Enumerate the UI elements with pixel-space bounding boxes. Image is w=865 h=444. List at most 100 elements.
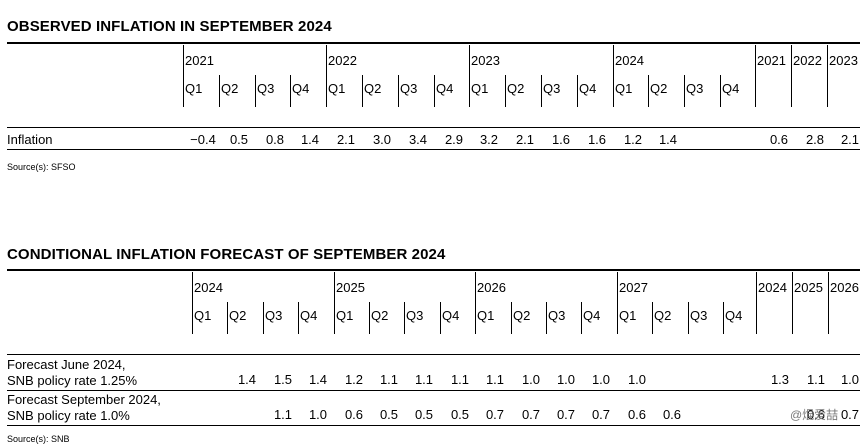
quarter-value: 3.4	[408, 132, 428, 147]
table2-row-divider	[7, 390, 860, 391]
year-divider	[617, 272, 618, 334]
quarter-divider	[648, 75, 649, 107]
quarter-divider	[398, 75, 399, 107]
quarter-value: 1.6	[551, 132, 571, 147]
quarter-value: 0.7	[485, 407, 505, 422]
table1-header-rule	[7, 127, 860, 128]
quarter-divider	[652, 302, 653, 334]
quarter-value: 1.0	[591, 372, 611, 387]
quarter-value: 1.5	[273, 372, 293, 387]
annual-value: 2.1	[840, 132, 860, 147]
row-label-line2: SNB policy rate 1.0%	[7, 408, 130, 423]
table1-bottom-rule	[7, 149, 860, 150]
quarter-divider	[546, 302, 547, 334]
year-divider	[183, 45, 184, 107]
quarter-divider	[298, 302, 299, 334]
quarter-value: 1.4	[308, 372, 328, 387]
annual-value: 1.3	[770, 372, 790, 387]
quarter-value: 1.4	[300, 132, 320, 147]
row-label-line2: SNB policy rate 1.25%	[7, 373, 138, 388]
year-divider	[192, 272, 193, 334]
annual-divider	[756, 272, 757, 334]
quarter-value: 1.1	[379, 372, 399, 387]
quarter-label: Q1	[477, 308, 495, 323]
quarter-label: Q4	[722, 81, 740, 96]
quarter-divider	[720, 75, 721, 107]
quarter-divider	[404, 302, 405, 334]
quarter-label: Q1	[471, 81, 489, 96]
quarter-value: 0.6	[662, 407, 682, 422]
quarter-label: Q2	[364, 81, 382, 96]
row-label-inflation: Inflation	[7, 132, 53, 147]
quarter-label: Q4	[579, 81, 597, 96]
quarter-value: 0.5	[379, 407, 399, 422]
annual-year-label: 2022	[793, 53, 822, 68]
table1-top-rule	[7, 42, 860, 44]
annual-value: 2.8	[805, 132, 825, 147]
quarter-value: 1.0	[521, 372, 541, 387]
quarter-divider	[227, 302, 228, 334]
table1-title: OBSERVED INFLATION IN SEPTEMBER 2024	[7, 18, 332, 35]
table1-source: Source(s): SFSO	[7, 162, 76, 172]
quarter-value: 1.1	[273, 407, 293, 422]
quarter-value: 0.7	[521, 407, 541, 422]
quarter-divider	[362, 75, 363, 107]
annual-year-label: 2021	[757, 53, 786, 68]
year-label: 2021	[185, 53, 214, 68]
row-label-line1: Forecast June 2024,	[7, 357, 126, 372]
quarter-value: 0.6	[344, 407, 364, 422]
quarter-value: 1.1	[414, 372, 434, 387]
year-label: 2027	[619, 280, 648, 295]
quarter-divider	[541, 75, 542, 107]
quarter-value: 2.1	[336, 132, 356, 147]
year-label: 2024	[615, 53, 644, 68]
quarter-divider	[577, 75, 578, 107]
annual-value: 0.7	[840, 407, 860, 422]
quarter-label: Q3	[400, 81, 418, 96]
quarter-value: 1.2	[623, 132, 643, 147]
quarter-label: Q3	[257, 81, 275, 96]
quarter-value: 3.0	[372, 132, 392, 147]
quarter-value: 0.5	[414, 407, 434, 422]
quarter-value: 0.7	[591, 407, 611, 422]
quarter-value: 1.1	[485, 372, 505, 387]
annual-value: 1.0	[840, 372, 860, 387]
annual-year-label: 2024	[758, 280, 787, 295]
quarter-label: Q1	[328, 81, 346, 96]
quarter-value: 0.5	[450, 407, 470, 422]
quarter-value: 0.7	[556, 407, 576, 422]
quarter-label: Q3	[265, 308, 283, 323]
quarter-divider	[369, 302, 370, 334]
quarter-label: Q2	[229, 308, 247, 323]
quarter-label: Q2	[371, 308, 389, 323]
year-divider	[475, 272, 476, 334]
table2-bottom-rule	[7, 425, 860, 426]
annual-year-label: 2026	[830, 280, 859, 295]
year-divider	[326, 45, 327, 107]
quarter-value: 0.5	[229, 132, 249, 147]
quarter-label: Q3	[406, 308, 424, 323]
quarter-divider	[688, 302, 689, 334]
quarter-value: 2.1	[515, 132, 535, 147]
annual-divider	[791, 45, 792, 107]
table2-header-rule	[7, 354, 860, 355]
quarter-label: Q2	[221, 81, 239, 96]
quarter-value: 0.8	[265, 132, 285, 147]
year-label: 2024	[194, 280, 223, 295]
quarter-value: 1.0	[308, 407, 328, 422]
year-label: 2023	[471, 53, 500, 68]
row-label-forecast-september: Forecast September 2024, SNB policy rate…	[7, 392, 161, 424]
quarter-label: Q3	[690, 308, 708, 323]
quarter-label: Q4	[583, 308, 601, 323]
quarter-value: 1.6	[587, 132, 607, 147]
quarter-label: Q4	[436, 81, 454, 96]
quarter-label: Q4	[300, 308, 318, 323]
quarter-divider	[440, 302, 441, 334]
year-label: 2022	[328, 53, 357, 68]
table2-top-rule	[7, 269, 860, 271]
quarter-divider	[434, 75, 435, 107]
annual-divider	[755, 45, 756, 107]
quarter-divider	[581, 302, 582, 334]
quarter-value: 2.9	[444, 132, 464, 147]
quarter-label: Q3	[686, 81, 704, 96]
